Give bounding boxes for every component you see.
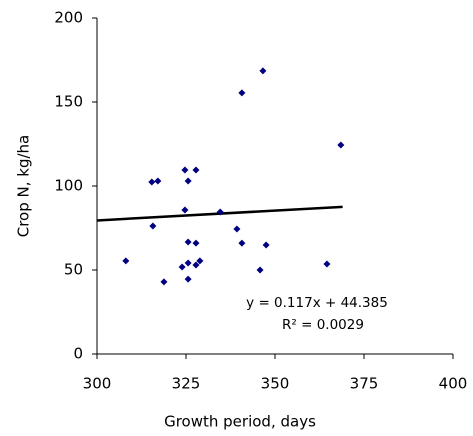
point [323, 260, 331, 268]
x-tick-label: 375 [350, 375, 379, 393]
point [184, 259, 192, 267]
point [122, 257, 130, 265]
point [262, 241, 270, 249]
equation: y = 0.117x + 44.385 [246, 295, 388, 311]
point [184, 275, 192, 283]
point [238, 89, 246, 97]
r-squared: R² = 0.0029 [282, 317, 364, 333]
y-axis-title: Crop N, kg/ha [15, 135, 33, 238]
point [181, 166, 189, 174]
y-tick-label: 50 [64, 261, 83, 279]
point [259, 67, 267, 75]
y-tick-label: 100 [54, 177, 83, 195]
point [160, 278, 168, 286]
point [238, 239, 246, 247]
point [181, 206, 189, 214]
point [192, 166, 200, 174]
point [184, 238, 192, 246]
point [178, 263, 186, 271]
x-tick-label: 325 [172, 375, 201, 393]
point [216, 208, 224, 216]
point [256, 266, 264, 274]
point [154, 177, 162, 185]
point [337, 141, 345, 149]
point [233, 225, 241, 233]
y-tick-label: 0 [73, 345, 83, 363]
point [148, 178, 156, 186]
y-tick-label: 200 [54, 9, 83, 27]
x-tick-label: 350 [261, 375, 290, 393]
point [196, 257, 204, 265]
point [192, 261, 200, 269]
x-tick-label: 300 [83, 375, 112, 393]
x-axis-title: Growth period, days [164, 413, 316, 431]
point [149, 222, 157, 230]
point [184, 177, 192, 185]
point [192, 239, 200, 247]
x-tick-label: 400 [439, 375, 468, 393]
y-tick-label: 150 [54, 93, 83, 111]
